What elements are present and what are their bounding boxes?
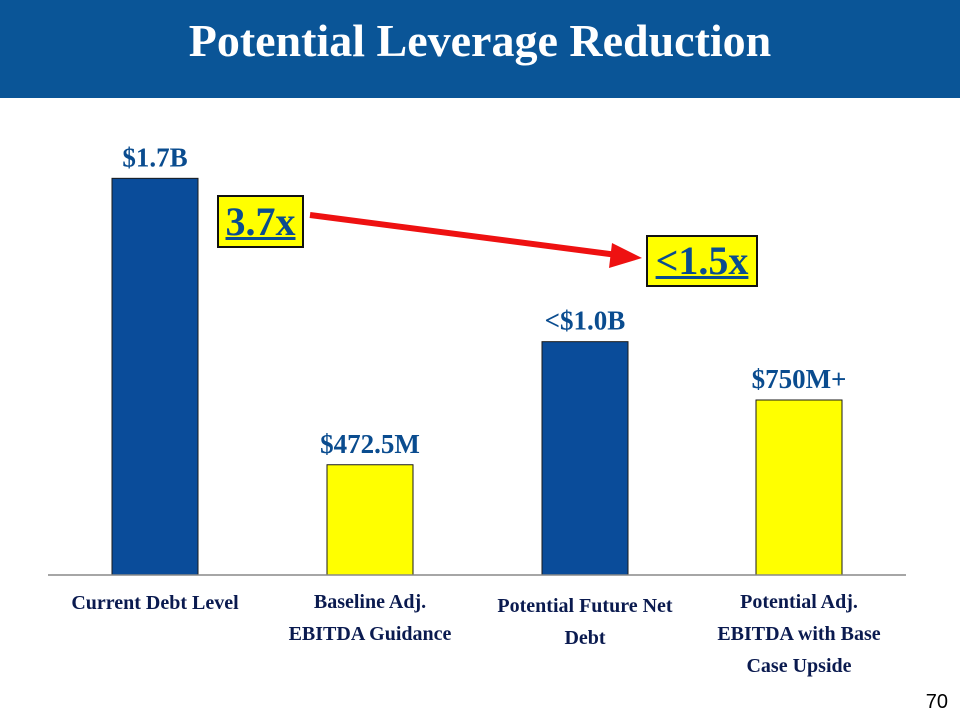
category-label-1: Current Debt Level: [71, 592, 239, 614]
current-ratio-badge: 3.7x: [217, 195, 304, 248]
page-number: 70: [925, 691, 948, 713]
leverage-arrow: [309, 212, 626, 259]
bar-3: [541, 341, 629, 576]
bar-2: [326, 464, 414, 576]
category-label-2: Baseline Adj. EBITDA Guidance: [288, 591, 452, 645]
bar-4: [755, 399, 843, 576]
data-label-2: $472.5M: [320, 429, 420, 459]
bar-1: [111, 177, 199, 576]
title-banner: [0, 0, 960, 98]
data-label-3: <$1.0B: [545, 306, 626, 336]
arrow-head-icon: [609, 243, 642, 268]
data-label-4: $750M+: [752, 364, 847, 394]
page-title: Potential Leverage Reduction: [188, 15, 772, 66]
potential-ratio-badge: <1.5x: [646, 235, 758, 287]
category-label-4: Potential Adj. EBITDA with Base Case Upsid…: [717, 591, 881, 677]
data-label-1: $1.7B: [122, 142, 187, 172]
category-label-3: Potential Future Net Debt: [497, 595, 673, 649]
